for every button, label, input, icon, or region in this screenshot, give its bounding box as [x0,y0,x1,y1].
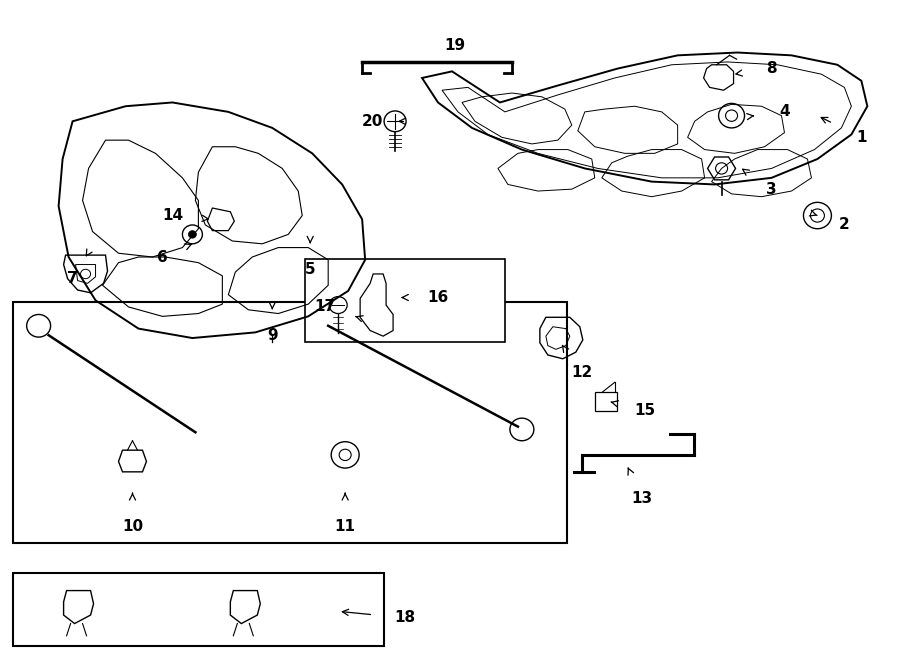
Text: 2: 2 [839,217,850,233]
Text: 11: 11 [335,519,356,534]
Text: 5: 5 [305,262,316,277]
Text: 17: 17 [315,299,336,315]
Text: 19: 19 [445,38,465,54]
Text: 9: 9 [267,328,277,342]
Text: 8: 8 [766,61,777,76]
Text: 15: 15 [634,403,655,418]
Text: 12: 12 [572,366,592,380]
Text: 14: 14 [162,208,183,223]
Text: 7: 7 [68,271,78,286]
Text: 3: 3 [766,182,777,197]
Bar [13,572,384,646]
Text: 1: 1 [856,130,867,145]
Text: 4: 4 [779,104,790,120]
Text: 18: 18 [394,610,416,625]
Bar [305,259,505,342]
Text: 10: 10 [122,519,143,534]
Circle shape [188,231,196,238]
Text: 13: 13 [631,490,652,506]
Text: 20: 20 [362,114,382,129]
Text: 6: 6 [158,249,167,264]
Bar [13,302,567,543]
Bar [595,392,616,410]
Text: 16: 16 [428,290,448,305]
